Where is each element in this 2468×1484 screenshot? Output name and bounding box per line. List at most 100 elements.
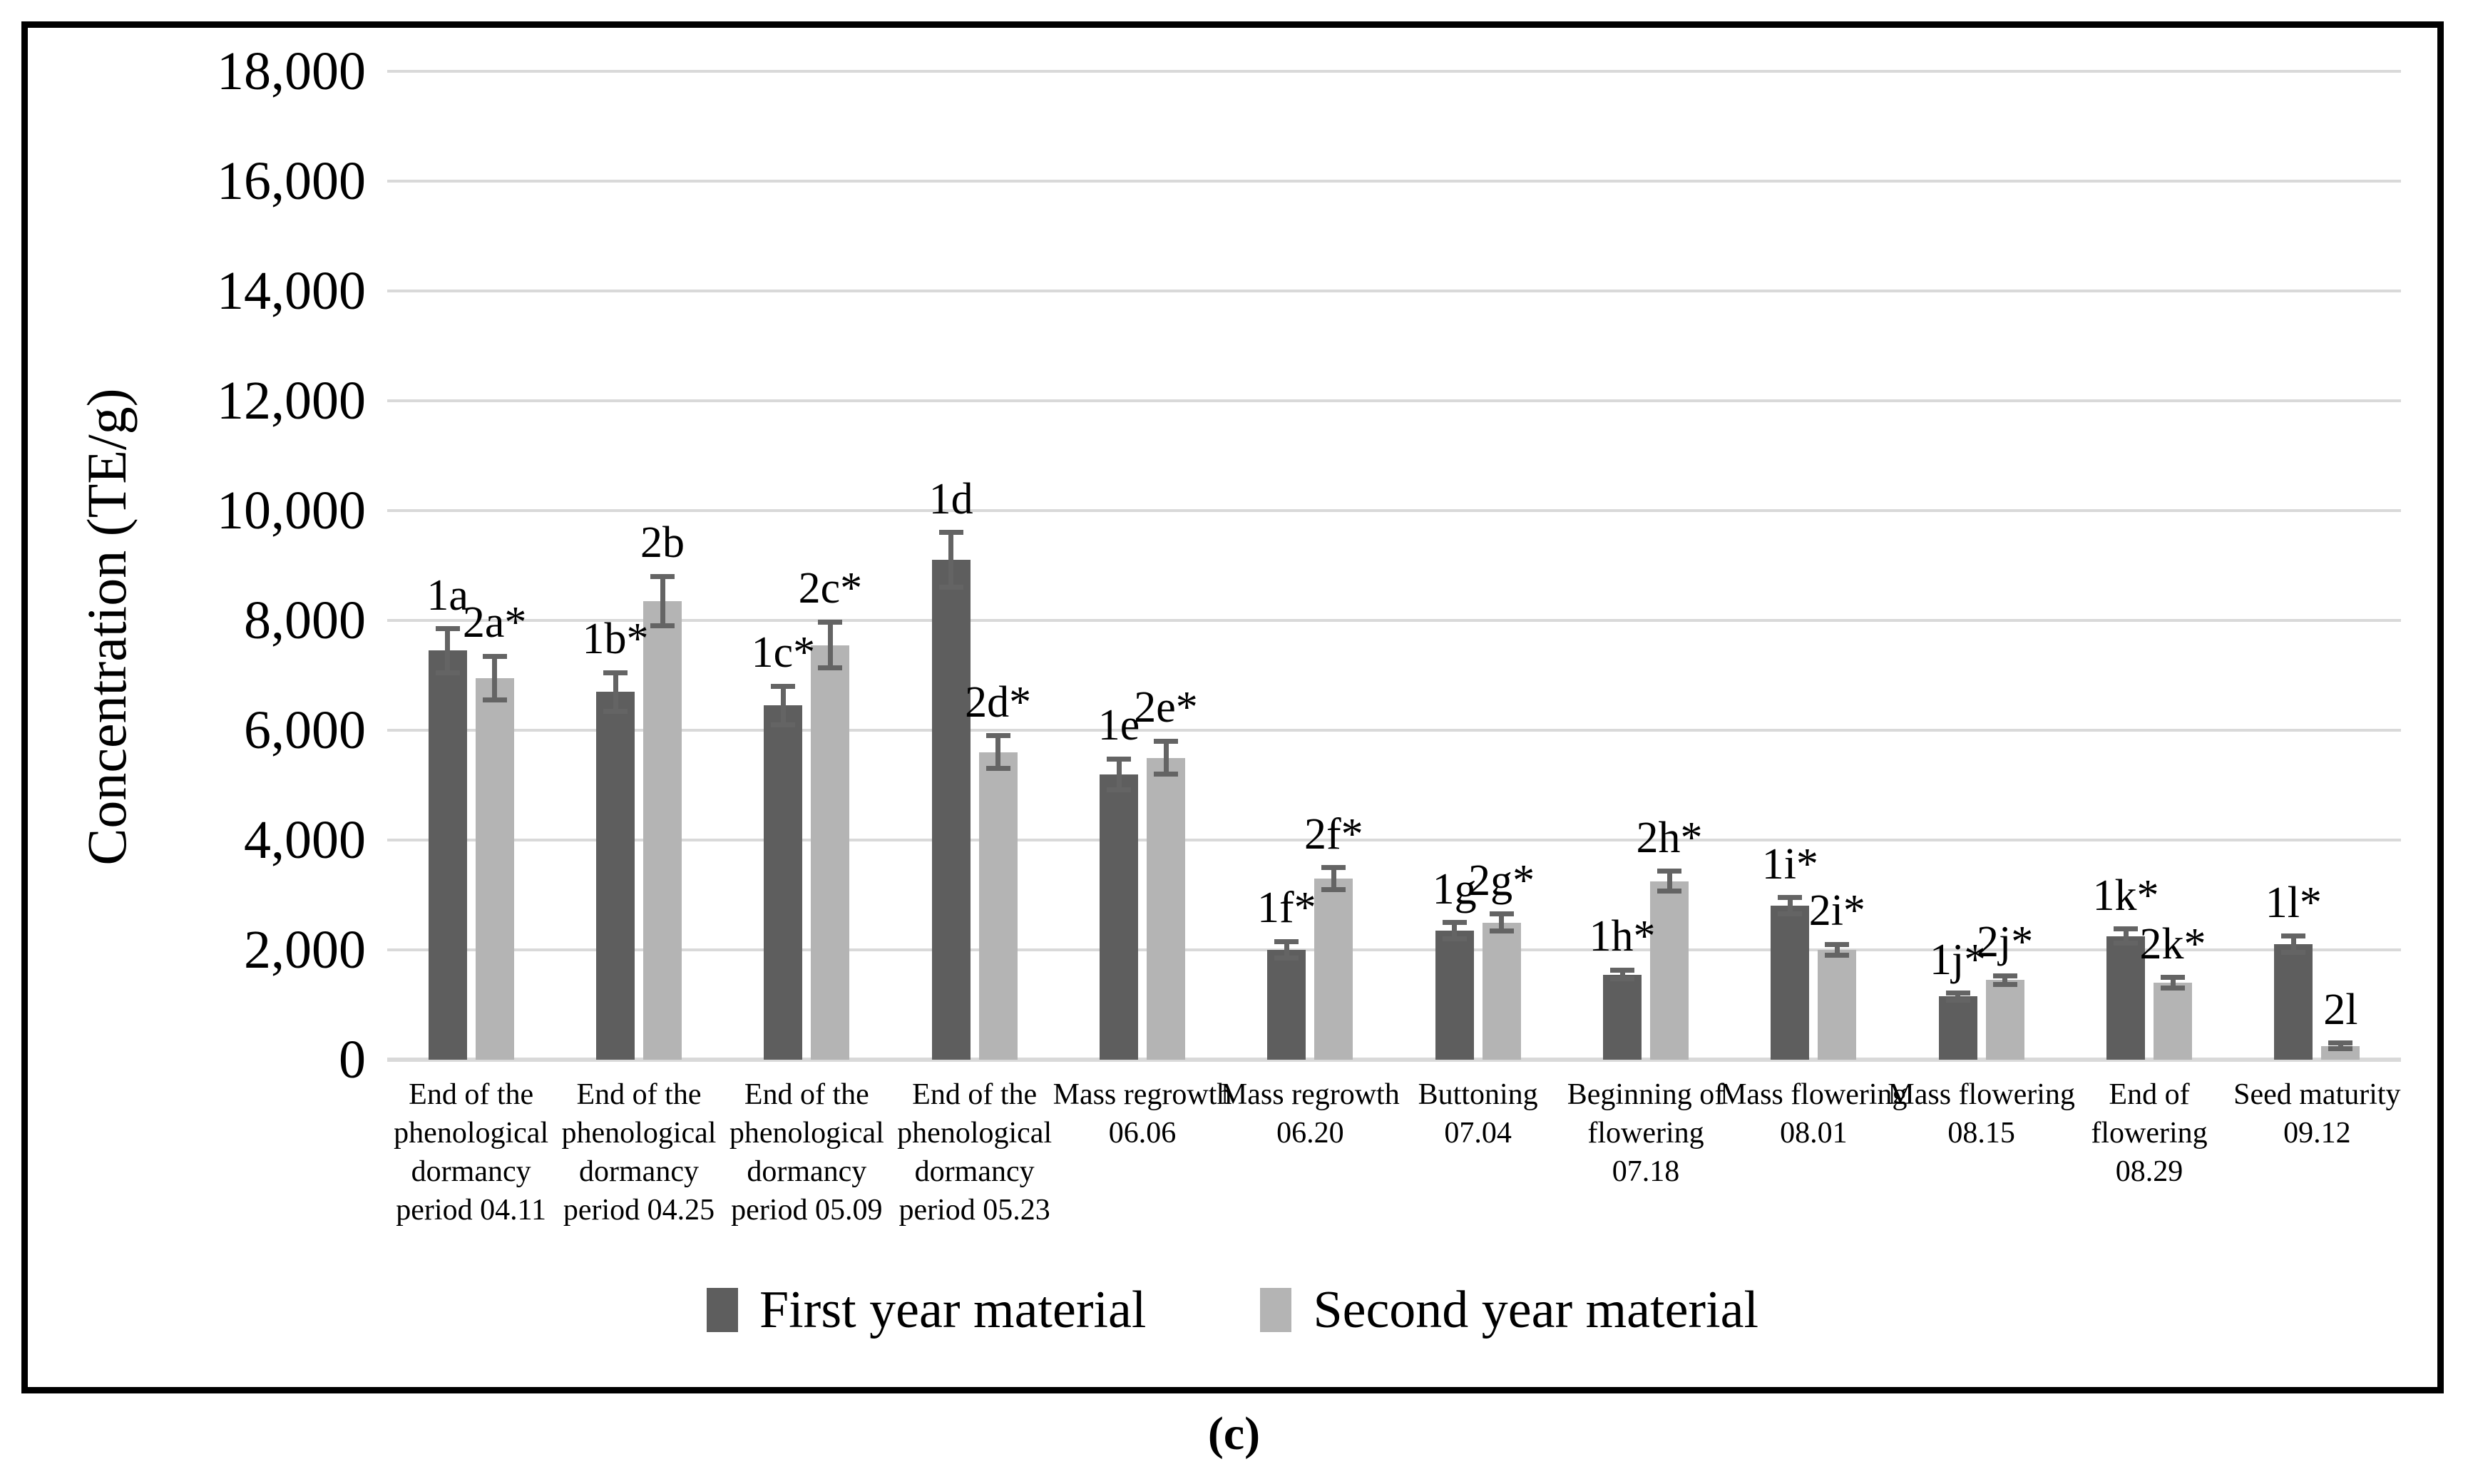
error-bar-cap xyxy=(650,623,675,629)
error-bar xyxy=(780,686,786,725)
error-bar-cap xyxy=(2114,941,2138,946)
bar-label: 2f* xyxy=(1304,809,1363,859)
gridline xyxy=(387,290,2401,292)
error-bar xyxy=(1331,867,1336,890)
x-tick-label-line: dormancy xyxy=(914,1155,1035,1188)
x-tick-label: End of the phenological dormancy period 05.… xyxy=(712,1075,901,1229)
bar-first-year xyxy=(1435,931,1474,1060)
error-bar-cap xyxy=(938,530,963,536)
error-bar xyxy=(1619,970,1625,979)
error-bar-cap xyxy=(2161,975,2185,980)
x-tick-label-line: period 04.11 xyxy=(396,1194,547,1227)
bar-label: 2e* xyxy=(1134,683,1198,732)
legend-swatch-first-year xyxy=(706,1288,738,1332)
x-tick-label: Mass regrowth 06.20 xyxy=(1216,1075,1405,1152)
x-tick-label-line: 06.06 xyxy=(1108,1117,1177,1150)
bar-second-year xyxy=(811,645,850,1060)
x-tick-label-line: End of the xyxy=(744,1078,869,1111)
x-tick-label: Buttoning 07.04 xyxy=(1383,1075,1572,1152)
error-bar-cap xyxy=(1778,895,1803,901)
x-tick-label-line: 08.15 xyxy=(1947,1117,2015,1150)
bar-label: 2g* xyxy=(1468,856,1535,905)
error-bar-cap xyxy=(1321,886,1346,892)
x-tick-label: End of the phenological dormancy period 04.… xyxy=(544,1075,733,1229)
error-bar xyxy=(1284,941,1289,958)
error-bar xyxy=(995,735,1001,769)
error-bar-cap xyxy=(2281,933,2306,939)
error-bar xyxy=(660,576,665,626)
error-bar-cap xyxy=(2114,926,2138,932)
error-bar xyxy=(1163,741,1169,774)
bar-label: 1j* xyxy=(1930,935,1987,984)
plot-area: 0 2,000 4,000 6,000 8,000 10,000 12,000 14,000 1… xyxy=(28,28,2437,1387)
error-bar-cap xyxy=(1992,982,2017,987)
x-tick-label-line: flowering 08.29 xyxy=(2091,1117,2208,1188)
x-tick-label-line: End of the xyxy=(576,1078,702,1111)
x-tick-label-line: Mass flowering xyxy=(1720,1078,1908,1111)
bar-first-year xyxy=(428,650,467,1060)
y-tick-label: 4,000 xyxy=(244,810,366,870)
x-tick-label: Mass flowering 08.15 xyxy=(1887,1075,2076,1152)
x-tick-label-line: Seed maturity xyxy=(2233,1078,2401,1111)
bar-second-year xyxy=(1147,757,1185,1060)
error-bar-cap xyxy=(1992,973,2017,978)
x-tick-label-line: period 04.25 xyxy=(563,1194,715,1227)
error-bar-cap xyxy=(1442,936,1467,942)
bar-label: 1g xyxy=(1432,864,1477,914)
bar-second-year xyxy=(1650,881,1689,1060)
error-bar xyxy=(613,672,618,712)
bar-label: 2l xyxy=(2323,985,2358,1034)
error-bar-cap xyxy=(1274,938,1299,944)
error-bar xyxy=(2002,976,2008,985)
bar-label: 1k* xyxy=(2092,871,2159,920)
error-bar-cap xyxy=(1657,889,1681,894)
error-bar xyxy=(492,656,498,700)
bar-label: 1f* xyxy=(1257,884,1316,933)
legend-label: First year material xyxy=(759,1281,1147,1339)
error-bar xyxy=(948,532,954,588)
gridline xyxy=(387,509,2401,512)
error-bar-cap xyxy=(650,573,675,579)
x-tick-label-line: dormancy xyxy=(411,1155,531,1188)
error-bar-cap xyxy=(1442,920,1467,925)
bar-label: 1l* xyxy=(2265,878,2322,927)
error-bar xyxy=(1452,922,1458,939)
y-tick-label: 10,000 xyxy=(217,481,366,541)
x-tick-label-line: 09.12 xyxy=(2283,1117,2351,1150)
error-bar-cap xyxy=(1107,787,1131,792)
error-bar-cap xyxy=(2281,950,2306,956)
error-bar-cap xyxy=(482,653,507,659)
x-tick-label: Mass flowering 08.01 xyxy=(1719,1075,1908,1152)
error-bar-cap xyxy=(771,683,796,689)
y-tick-label: 14,000 xyxy=(217,261,366,321)
error-bar xyxy=(445,628,451,673)
error-bar-cap xyxy=(985,733,1010,739)
y-tick-label: 2,000 xyxy=(244,920,366,980)
bar-label: 2i* xyxy=(1808,886,1865,936)
bar-label: 2b xyxy=(640,518,685,568)
error-bar-cap xyxy=(1657,869,1681,874)
x-tick-label-line: 06.20 xyxy=(1276,1117,1344,1150)
error-bar-cap xyxy=(603,670,628,675)
x-tick-label-line: period 05.09 xyxy=(731,1194,883,1227)
y-tick-label: 12,000 xyxy=(217,371,366,431)
chart-frame: Concentration (TE/g) 0 2,000 4,000 6,000 8,0… xyxy=(21,21,2444,1393)
gridline xyxy=(387,729,2401,732)
error-bar-cap xyxy=(1321,865,1346,870)
bar-label: 2c* xyxy=(798,564,863,613)
x-tick-label-line: End of xyxy=(2109,1078,2190,1111)
gridline xyxy=(387,948,2401,951)
error-bar xyxy=(2170,977,2176,988)
bar-label: 1h* xyxy=(1589,912,1656,961)
error-bar xyxy=(1955,993,1961,1001)
error-bar-cap xyxy=(1154,772,1178,777)
error-bar-cap xyxy=(1489,911,1514,917)
x-tick-label-line: Mass regrowth xyxy=(1220,1078,1400,1111)
error-bar-cap xyxy=(1778,911,1803,917)
y-tick-label: 0 xyxy=(339,1030,366,1090)
bar-first-year xyxy=(596,692,635,1060)
bar-first-year xyxy=(1100,774,1138,1060)
y-tick-label: 16,000 xyxy=(217,151,366,211)
figure-caption: (c) xyxy=(1207,1408,1261,1460)
